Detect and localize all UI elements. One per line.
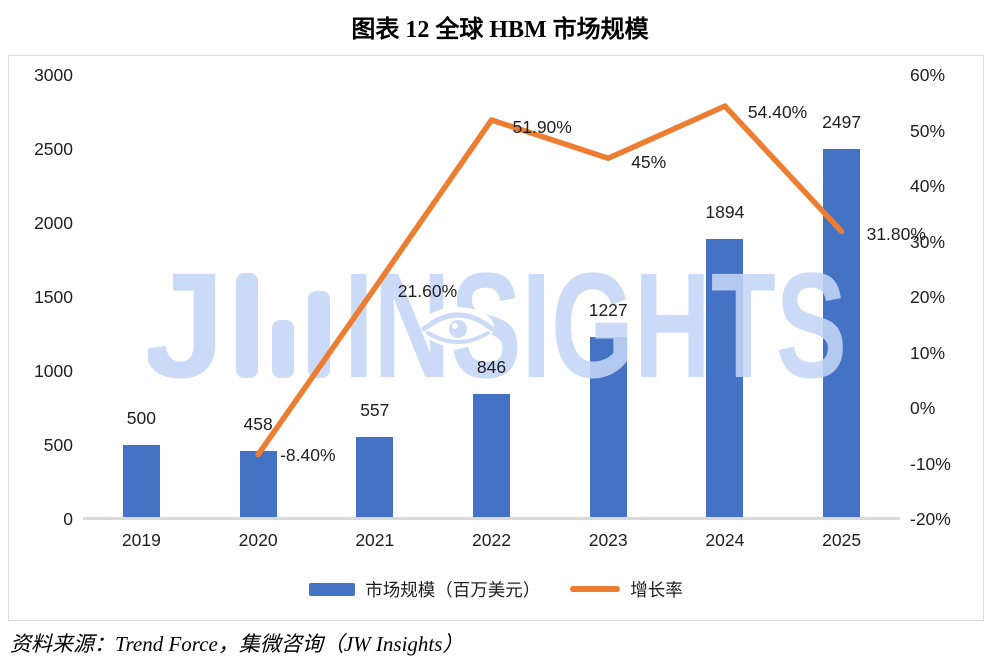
legend-line-swatch [570,586,621,592]
jw-insights-watermark: J INSIGHTS [148,265,847,395]
watermark-logo-bar [236,273,258,378]
legend-bar-swatch [309,582,356,596]
watermark-logo-letter: J [148,265,225,395]
watermark-eye-icon [421,307,495,347]
legend-item-growth-rate: 增长率 [570,577,683,602]
chart-legend: 市场规模（百万美元） 增长率 [8,576,984,602]
watermark-logo-bar [308,291,330,378]
legend-label: 市场规模（百万美元） [365,579,541,600]
legend-item-market-size: 市场规模（百万美元） [309,577,540,602]
source-note: 资料来源：Trend Force，集微咨询（JW Insights） [10,632,464,656]
legend-label: 增长率 [630,579,683,600]
watermark-logo-bar [272,320,294,378]
watermark-text: INSIGHTS [344,265,847,395]
x-axis-line [83,517,900,520]
chart-title: 图表 12 全球 HBM 市场规模 [351,17,649,43]
